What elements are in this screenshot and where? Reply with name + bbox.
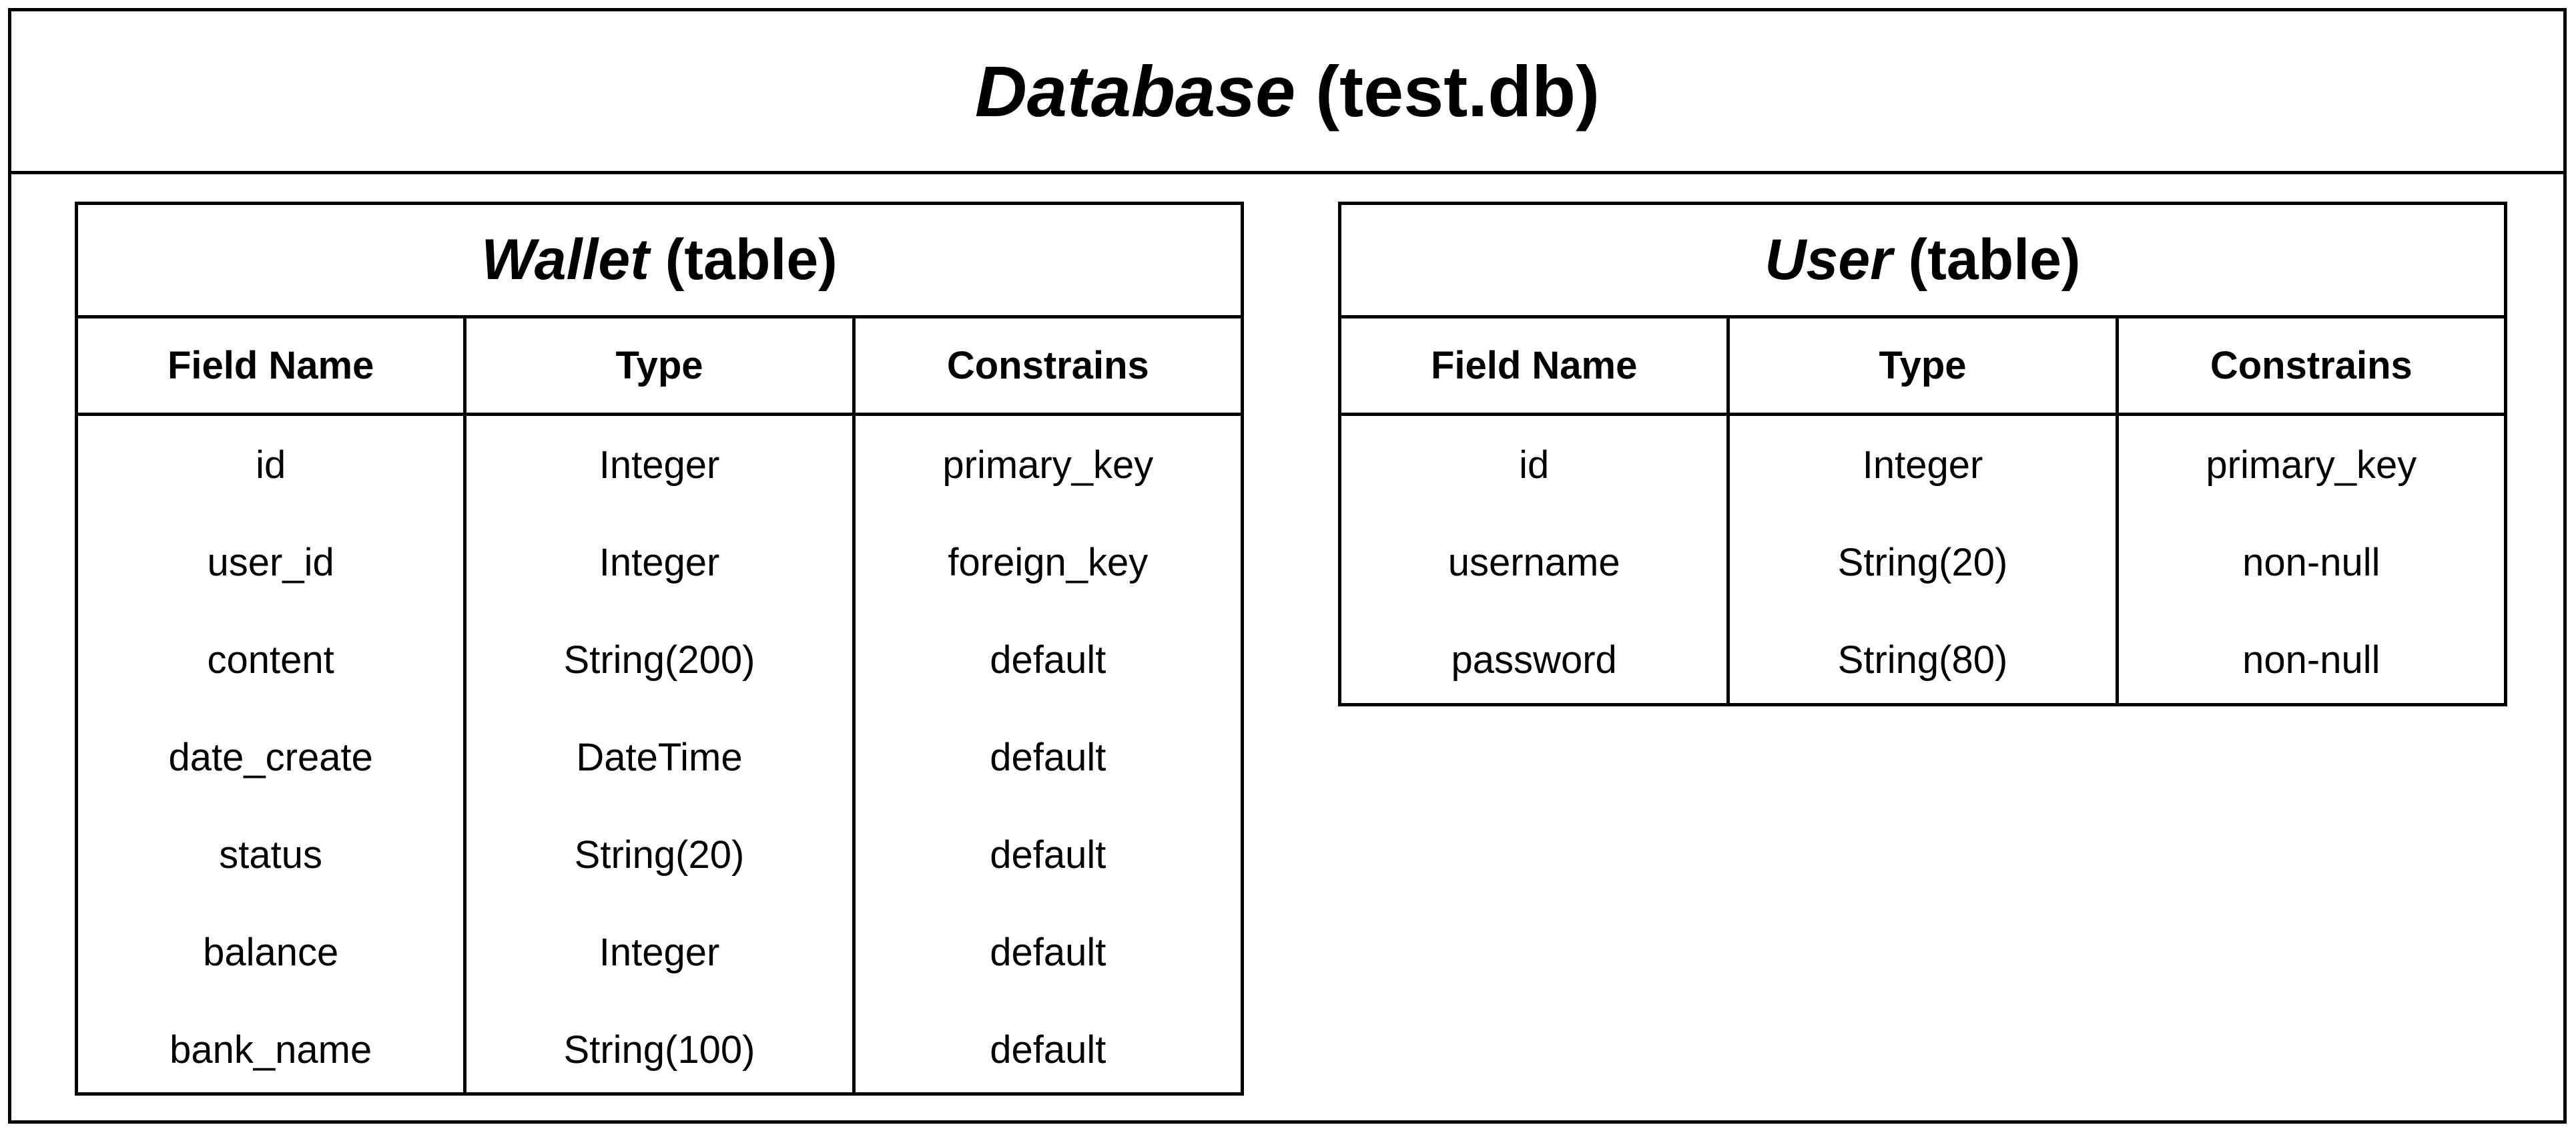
type-column: Integer String(20) String(80) bbox=[1726, 416, 2115, 703]
table-body: id username password Integer String(20) … bbox=[1341, 416, 2504, 703]
table-cell: primary_key bbox=[942, 443, 1154, 487]
table-cell: String(200) bbox=[563, 638, 755, 682]
table-title: User (table) bbox=[1341, 205, 2504, 318]
header-constrains: Constrains bbox=[852, 318, 1241, 413]
type-column: Integer Integer String(200) DateTime Str… bbox=[463, 416, 852, 1092]
header-field-name: Field Name bbox=[167, 344, 374, 387]
table-cell: default bbox=[990, 1028, 1106, 1072]
user-table: User (table) Field Name Type Constrains … bbox=[1338, 202, 2507, 706]
table-cell: DateTime bbox=[576, 735, 743, 779]
header-constrains: Constrains bbox=[2115, 318, 2504, 413]
table-cell: String(80) bbox=[1837, 638, 2008, 682]
database-title: Database (test.db) bbox=[11, 11, 2563, 174]
table-cell: user_id bbox=[207, 540, 334, 584]
field-name-column: id user_id content date_create status ba… bbox=[78, 416, 463, 1092]
table-header-row: Field Name Type Constrains bbox=[78, 318, 1241, 416]
table-cell: String(20) bbox=[1837, 540, 2008, 584]
table-cell: default bbox=[990, 638, 1106, 682]
table-cell: content bbox=[207, 638, 334, 682]
wallet-table: Wallet (table) Field Name Type Constrain… bbox=[75, 202, 1244, 1096]
header-field-name: Field Name bbox=[1430, 344, 1638, 387]
table-cell: primary_key bbox=[2206, 443, 2417, 487]
table-suffix: (table) bbox=[1892, 228, 2081, 292]
table-cell: String(100) bbox=[563, 1028, 755, 1072]
table-cell: date_create bbox=[168, 735, 373, 779]
table-cell: foreign_key bbox=[948, 540, 1149, 584]
table-cell: username bbox=[1447, 540, 1620, 584]
table-cell: default bbox=[990, 833, 1106, 877]
database-container: Database (test.db) bbox=[8, 8, 2567, 1124]
table-cell: status bbox=[219, 833, 323, 877]
database-title-file: (test.db) bbox=[1295, 51, 1600, 132]
table-cell: Integer bbox=[599, 540, 720, 584]
table-title: Wallet (table) bbox=[78, 205, 1241, 318]
table-cell: Integer bbox=[1862, 443, 1983, 487]
table-cell: non-null bbox=[2242, 540, 2380, 584]
table-name: Wallet bbox=[481, 228, 649, 292]
table-name: User bbox=[1764, 228, 1893, 292]
header-type: Type bbox=[1726, 318, 2115, 413]
table-cell: String(20) bbox=[574, 833, 745, 877]
database-title-name: Database bbox=[974, 51, 1296, 132]
table-cell: default bbox=[990, 735, 1106, 779]
field-name-column: id username password bbox=[1341, 416, 1726, 703]
constrains-column: primary_key foreign_key default default … bbox=[852, 416, 1241, 1092]
table-cell: id bbox=[1519, 443, 1550, 487]
table-body: id user_id content date_create status ba… bbox=[78, 416, 1241, 1092]
constrains-column: primary_key non-null non-null bbox=[2115, 416, 2504, 703]
table-cell: id bbox=[256, 443, 286, 487]
table-cell: balance bbox=[203, 930, 339, 974]
header-type: Type bbox=[463, 318, 852, 413]
table-cell: bank_name bbox=[170, 1028, 372, 1072]
table-header-row: Field Name Type Constrains bbox=[1341, 318, 2504, 416]
table-suffix: (table) bbox=[649, 228, 838, 292]
table-cell: password bbox=[1451, 638, 1617, 682]
table-cell: Integer bbox=[599, 443, 720, 487]
table-cell: default bbox=[990, 930, 1106, 974]
table-cell: Integer bbox=[599, 930, 720, 974]
table-cell: non-null bbox=[2242, 638, 2380, 682]
